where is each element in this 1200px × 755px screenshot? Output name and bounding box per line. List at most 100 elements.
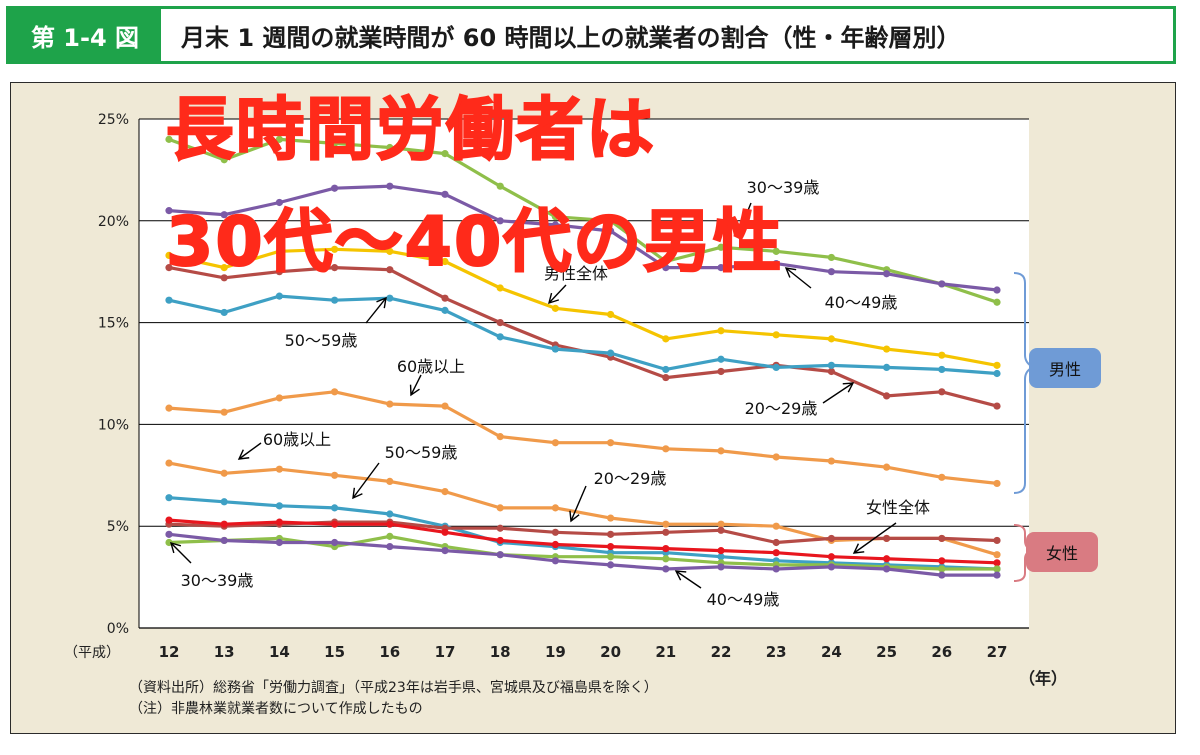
x-tick-label: 24 [821, 643, 842, 661]
data-point [441, 402, 449, 410]
data-point [331, 388, 339, 396]
data-point [607, 530, 615, 538]
x-tick-label: 27 [987, 643, 1008, 661]
data-point [607, 217, 615, 225]
data-point [386, 477, 394, 486]
annotation-label: 40〜49歳 [707, 590, 780, 609]
data-point [441, 487, 449, 496]
y-tick-label: 10% [98, 417, 129, 433]
data-point [331, 520, 339, 528]
data-point [331, 139, 339, 148]
x-axis-unit: （年） [1019, 669, 1067, 688]
data-point [607, 227, 615, 235]
data-point [662, 528, 670, 536]
data-point [165, 404, 173, 412]
data-point [165, 459, 173, 467]
data-point [496, 433, 504, 441]
data-point [551, 213, 560, 221]
x-tick-label: 22 [711, 643, 732, 661]
data-point [386, 266, 394, 274]
data-point [938, 565, 946, 573]
data-point [441, 257, 449, 266]
data-point [441, 547, 449, 555]
data-point [883, 270, 891, 278]
data-point [441, 190, 449, 198]
data-point [772, 331, 780, 339]
annotation-arrow [853, 522, 897, 554]
annotation-arrow [675, 570, 702, 589]
data-point [551, 540, 560, 549]
y-tick-label: 25% [98, 112, 129, 128]
data-point [275, 135, 283, 143]
data-point [938, 534, 946, 543]
data-point [717, 447, 725, 455]
data-point [662, 520, 670, 528]
annotation-arrow [238, 442, 262, 460]
data-point [883, 463, 891, 471]
female-group-label: 女性 [1046, 544, 1078, 563]
figure-header: 第 1-4 図 月末 1 週間の就業時間が 60 時間以上の就業者の割合（性・年… [6, 6, 1176, 64]
data-point [220, 408, 228, 416]
annotation-arrow [352, 462, 380, 499]
source-note: （資料出所）総務省「労働力調査」（平成23年は岩手県、宮城県及び福島県を除く） [129, 680, 658, 696]
data-point [772, 565, 780, 573]
annotation-arrowhead [352, 487, 363, 500]
data-point [220, 274, 228, 282]
data-point [220, 536, 228, 545]
data-point [993, 369, 1001, 378]
data-point [662, 257, 670, 266]
data-point [496, 319, 504, 327]
annotation-label: 男性全体 [544, 264, 608, 283]
data-point [662, 365, 670, 374]
data-point [938, 280, 946, 288]
data-point [165, 530, 173, 538]
data-point [275, 292, 283, 300]
male-group-badge [1029, 348, 1101, 388]
data-point [220, 520, 228, 528]
data-point [827, 268, 836, 276]
data-point [275, 518, 283, 526]
x-tick-label: 19 [545, 643, 566, 661]
data-point [772, 453, 780, 461]
data-point [165, 207, 173, 215]
annotation-label: 40〜49歳 [825, 293, 898, 312]
data-point [772, 259, 780, 268]
x-tick-label: 20 [600, 643, 621, 661]
annotation-arrowhead [169, 541, 182, 554]
series-line [168, 496, 998, 571]
female-group-badge [1026, 532, 1098, 572]
data-point [441, 306, 449, 314]
data-point [275, 247, 283, 255]
data-point [386, 143, 394, 152]
data-point [386, 520, 394, 528]
annotation-label: 30〜39歳 [747, 178, 820, 197]
data-point [165, 251, 173, 260]
series-line [168, 294, 998, 376]
annotation-label: 50〜59歳 [285, 331, 358, 350]
data-point [717, 367, 725, 376]
data-point [496, 504, 504, 512]
data-point [993, 571, 1001, 579]
annotation-arrow [785, 267, 812, 289]
x-tick-label: 12 [159, 643, 180, 661]
annotation-arrow [410, 374, 422, 396]
chart-panel: 0% 5% 10% 15% 20% 25% 12 13 14 15 16 17 18 19 20 21 22 23… [10, 82, 1176, 734]
data-point [662, 565, 670, 573]
x-tick-label: 15 [324, 643, 345, 661]
data-point [993, 479, 1001, 488]
series-line [168, 247, 998, 367]
series-line [168, 518, 998, 565]
data-point [827, 253, 836, 262]
data-point [883, 555, 891, 563]
annotation-label: 50〜59歳 [385, 443, 458, 462]
data-point [938, 351, 946, 359]
annotation-arrowhead [237, 449, 250, 460]
data-point [607, 542, 615, 551]
data-point [275, 538, 283, 547]
data-point [165, 264, 173, 272]
data-point [441, 294, 449, 302]
data-point [331, 296, 339, 304]
data-point [993, 551, 1001, 559]
data-point [386, 542, 394, 551]
data-point [220, 308, 228, 317]
